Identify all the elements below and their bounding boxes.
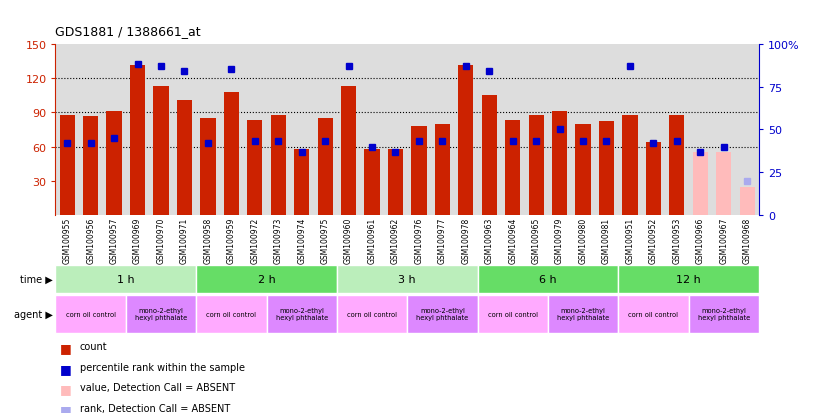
Text: ■: ■ (60, 382, 71, 395)
Bar (153, 87, 169, 216)
Bar (200, 119, 215, 216)
Bar (106, 112, 122, 216)
Bar (55, 295, 126, 333)
Bar (645, 142, 661, 216)
Bar (224, 93, 239, 216)
Text: mono-2-ethyl
hexyl phthalate: mono-2-ethyl hexyl phthalate (698, 308, 750, 320)
Text: mono-2-ethyl
hexyl phthalate: mono-2-ethyl hexyl phthalate (416, 308, 468, 320)
Bar (481, 96, 497, 216)
Bar (196, 295, 267, 333)
Bar (505, 121, 521, 216)
Bar (83, 116, 98, 216)
Text: 2 h: 2 h (258, 274, 275, 284)
Text: corn oil control: corn oil control (628, 311, 678, 317)
Bar (247, 121, 263, 216)
Bar (669, 115, 685, 216)
Bar (477, 265, 619, 293)
Bar (689, 295, 759, 333)
Text: ■: ■ (60, 362, 71, 375)
Bar (575, 124, 591, 216)
Bar (267, 295, 337, 333)
Bar (458, 66, 473, 216)
Text: mono-2-ethyl
hexyl phthalate: mono-2-ethyl hexyl phthalate (135, 308, 187, 320)
Text: agent ▶: agent ▶ (14, 309, 53, 319)
Bar (411, 127, 427, 216)
Bar (477, 295, 548, 333)
Bar (619, 265, 759, 293)
Bar (341, 87, 357, 216)
Bar (294, 150, 309, 216)
Bar (177, 100, 192, 216)
Bar (529, 115, 543, 216)
Bar (388, 150, 403, 216)
Bar (337, 265, 477, 293)
Bar (337, 295, 407, 333)
Text: corn oil control: corn oil control (65, 311, 116, 317)
Bar (435, 124, 450, 216)
Bar (126, 295, 196, 333)
Bar (599, 122, 614, 216)
Text: rank, Detection Call = ABSENT: rank, Detection Call = ABSENT (80, 403, 230, 413)
Text: corn oil control: corn oil control (488, 311, 538, 317)
Bar (365, 150, 379, 216)
Text: ■: ■ (60, 341, 71, 354)
Text: value, Detection Call = ABSENT: value, Detection Call = ABSENT (80, 382, 235, 392)
Bar (619, 295, 689, 333)
Bar (55, 265, 196, 293)
Text: corn oil control: corn oil control (347, 311, 397, 317)
Bar (130, 66, 145, 216)
Text: mono-2-ethyl
hexyl phthalate: mono-2-ethyl hexyl phthalate (557, 308, 610, 320)
Text: count: count (80, 341, 108, 351)
Bar (693, 153, 708, 216)
Bar (548, 295, 619, 333)
Bar (271, 115, 286, 216)
Bar (716, 153, 731, 216)
Text: GDS1881 / 1388661_at: GDS1881 / 1388661_at (55, 26, 201, 38)
Bar (739, 187, 755, 216)
Bar (552, 112, 567, 216)
Text: 6 h: 6 h (539, 274, 557, 284)
Text: 3 h: 3 h (398, 274, 416, 284)
Bar (196, 265, 337, 293)
Text: mono-2-ethyl
hexyl phthalate: mono-2-ethyl hexyl phthalate (276, 308, 328, 320)
Bar (317, 119, 333, 216)
Bar (623, 115, 637, 216)
Text: ■: ■ (60, 403, 71, 413)
Text: corn oil control: corn oil control (206, 311, 256, 317)
Bar (407, 295, 477, 333)
Bar (60, 115, 75, 216)
Text: time ▶: time ▶ (20, 274, 53, 284)
Text: 1 h: 1 h (117, 274, 135, 284)
Text: 12 h: 12 h (676, 274, 701, 284)
Text: percentile rank within the sample: percentile rank within the sample (80, 362, 245, 372)
